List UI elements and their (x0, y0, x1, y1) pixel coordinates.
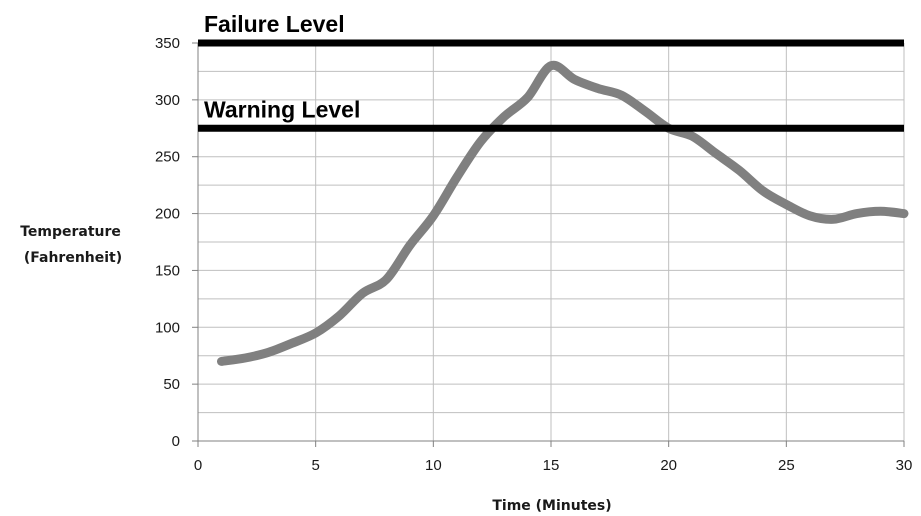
y-axis-title: Temperature (Fahrenheit) (20, 224, 126, 266)
x-tick-label: 5 (311, 457, 319, 474)
y-tick-label: 0 (172, 433, 180, 450)
reference-lines: Failure Level Warning Level (198, 11, 904, 132)
x-tick-label: 25 (778, 457, 795, 474)
y-tick-label: 350 (155, 35, 180, 52)
y-tick-label: 50 (163, 376, 180, 393)
tick-labels: 0 50 100 150 200 250 300 350 0 5 10 15 20 25 30 (155, 35, 912, 474)
y-tick-label: 250 (155, 149, 180, 166)
reference-label-warning: Warning Level (204, 96, 360, 122)
reference-label-failure: Failure Level (204, 11, 345, 37)
x-tick-label: 0 (194, 457, 202, 474)
y-tick-label: 100 (155, 319, 180, 336)
series-area (217, 60, 909, 366)
x-tick-label: 10 (425, 457, 442, 474)
temperature-series-line (217, 60, 909, 366)
x-tick-label: 30 (896, 457, 913, 474)
y-axis-title-line-2: (Fahrenheit) (24, 250, 122, 266)
x-tick-label: 20 (660, 457, 677, 474)
x-tick-label: 15 (543, 457, 560, 474)
y-axis-title-line-1: Temperature (20, 224, 121, 240)
y-tick-label: 200 (155, 206, 180, 223)
y-tick-label: 300 (155, 92, 180, 109)
y-tick-label: 150 (155, 262, 180, 279)
axes (192, 42, 905, 447)
x-axis-title: Time (Minutes) (492, 498, 611, 514)
